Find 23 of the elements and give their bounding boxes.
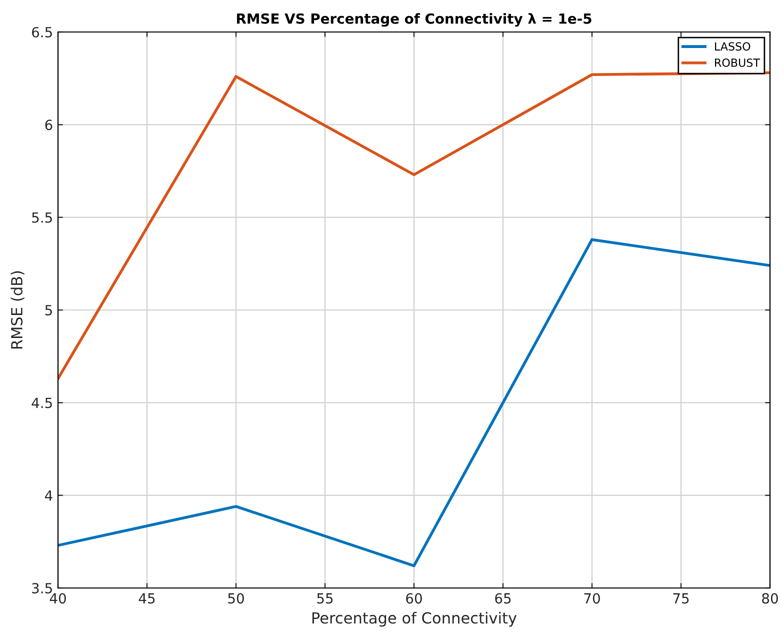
y-tick-label: 4 (44, 490, 52, 501)
chart-title: RMSE VS Percentage of Connectivity λ = 1e-5 (236, 13, 592, 27)
y-tick-label: 4.5 (32, 398, 52, 408)
y-tick-label: 6.5 (32, 26, 52, 38)
y-tick-label: 5 (45, 305, 52, 316)
x-axis-title: Percentage of Connectivity (312, 612, 517, 627)
line-series (58, 238, 770, 568)
x-tick-label: 60 (406, 593, 422, 604)
legend-label: LASSO (715, 42, 750, 51)
legend-label: ROBUST (715, 58, 760, 67)
y-tick-label: 3.5 (32, 582, 52, 594)
y-axis-title: RMSE (dB) (10, 271, 24, 349)
x-tick-label: 45 (138, 593, 155, 604)
y-tick-label: 5.5 (32, 212, 52, 223)
y-tick-label: 6 (45, 120, 52, 130)
x-tick-label: 55 (317, 593, 333, 604)
x-tick-label: 50 (228, 593, 244, 604)
x-tick-label: 65 (495, 593, 511, 604)
x-tick-label: 70 (584, 593, 600, 604)
x-tick-label: 80 (762, 593, 778, 604)
x-tick-label: 75 (673, 593, 689, 604)
line-series (58, 71, 770, 380)
x-tick-label: 40 (50, 593, 66, 604)
